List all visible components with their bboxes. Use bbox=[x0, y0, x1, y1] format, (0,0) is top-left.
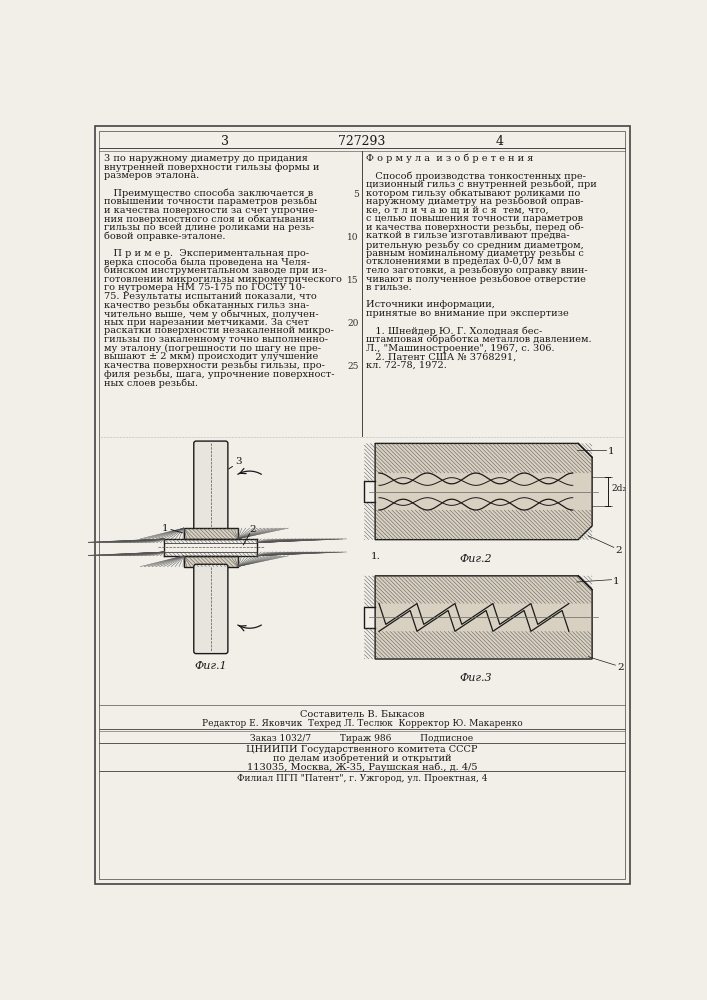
Text: Ф о р м у л а  и з о б р е т е н и я: Ф о р м у л а и з о б р е т е н и я bbox=[366, 154, 533, 163]
Text: штамповая обработка металлов давлением.: штамповая обработка металлов давлением. bbox=[366, 335, 592, 344]
Polygon shape bbox=[375, 576, 592, 659]
Text: 4: 4 bbox=[495, 135, 503, 148]
Text: 113035, Москва, Ж-35, Раушская наб., д. 4/5: 113035, Москва, Ж-35, Раушская наб., д. … bbox=[247, 762, 477, 772]
Text: 1: 1 bbox=[607, 447, 614, 456]
Text: ке, о т л и ч а ю щ и й с я  тем, что,: ке, о т л и ч а ю щ и й с я тем, что, bbox=[366, 206, 549, 215]
Text: 20: 20 bbox=[347, 319, 359, 328]
Text: Составитель В. Быкасов: Составитель В. Быкасов bbox=[300, 710, 424, 719]
Text: чительно выше, чем у обычных, получен-: чительно выше, чем у обычных, получен- bbox=[104, 309, 318, 319]
Text: 75. Результаты испытаний показали, что: 75. Результаты испытаний показали, что bbox=[104, 292, 317, 301]
Text: 2: 2 bbox=[615, 546, 622, 555]
Text: П р и м е р.  Экспериментальная про-: П р и м е р. Экспериментальная про- bbox=[104, 249, 309, 258]
Text: 10: 10 bbox=[347, 233, 359, 242]
Polygon shape bbox=[375, 443, 592, 540]
Text: принятые во внимание при экспертизе: принятые во внимание при экспертизе bbox=[366, 309, 568, 318]
Text: Источники информации,: Источники информации, bbox=[366, 300, 495, 309]
Text: и качества поверхности за счет упрочне-: и качества поверхности за счет упрочне- bbox=[104, 206, 317, 215]
Text: повышении точности параметров резьбы: повышении точности параметров резьбы bbox=[104, 197, 317, 207]
Text: 2: 2 bbox=[250, 525, 256, 534]
Text: ЦНИИПИ Государственного комитета СССР: ЦНИИПИ Государственного комитета СССР bbox=[246, 745, 478, 754]
Text: 3: 3 bbox=[221, 135, 229, 148]
Text: филя резьбы, шага, упрочнение поверхност-: филя резьбы, шага, упрочнение поверхност… bbox=[104, 369, 334, 379]
Text: бовой оправке-эталоне.: бовой оправке-эталоне. bbox=[104, 231, 226, 241]
Text: 5: 5 bbox=[353, 190, 359, 199]
Text: 2d₂: 2d₂ bbox=[612, 484, 626, 493]
Text: рительную резьбу со средним диаметром,: рительную резьбу со средним диаметром, bbox=[366, 240, 583, 250]
FancyBboxPatch shape bbox=[194, 564, 228, 654]
Text: ных при нарезании метчиками. За счет: ных при нарезании метчиками. За счет bbox=[104, 318, 309, 327]
Text: тело заготовки, а резьбовую оправку ввин-: тело заготовки, а резьбовую оправку ввин… bbox=[366, 266, 588, 275]
Text: го нутромера НМ 75-175 по ГОСТУ 10-: го нутромера НМ 75-175 по ГОСТУ 10- bbox=[104, 283, 305, 292]
Text: отклонениями в пределах 0-0,07 мм в: отклонениями в пределах 0-0,07 мм в bbox=[366, 257, 561, 266]
Text: ных слоев резьбы.: ных слоев резьбы. bbox=[104, 378, 198, 388]
Text: 1: 1 bbox=[162, 524, 169, 533]
Text: Способ производства тонкостенных пре-: Способ производства тонкостенных пре- bbox=[366, 171, 585, 181]
Text: равным номинальному диаметру резьбы с: равным номинальному диаметру резьбы с bbox=[366, 249, 584, 258]
Text: цизионный гильз с внутренней резьбой, при: цизионный гильз с внутренней резьбой, пр… bbox=[366, 180, 597, 189]
Text: готовлении микрогильзы микрометрического: готовлении микрогильзы микрометрического bbox=[104, 275, 341, 284]
Text: Л., "Машиностроение", 1967, с. 306.: Л., "Машиностроение", 1967, с. 306. bbox=[366, 344, 554, 353]
Text: 1. Шнейдер Ю. Г. Холодная бес-: 1. Шнейдер Ю. Г. Холодная бес- bbox=[366, 326, 542, 336]
Text: 1.: 1. bbox=[371, 552, 381, 561]
Text: раскатки поверхности незакаленной микро-: раскатки поверхности незакаленной микро- bbox=[104, 326, 334, 335]
Text: 2: 2 bbox=[617, 663, 624, 672]
Bar bbox=[184, 528, 238, 539]
Text: гильзы по закаленному точно выполненно-: гильзы по закаленному точно выполненно- bbox=[104, 335, 328, 344]
Text: внутренней поверхности гильзы формы и: внутренней поверхности гильзы формы и bbox=[104, 163, 320, 172]
FancyBboxPatch shape bbox=[194, 441, 228, 530]
Text: в гильзе.: в гильзе. bbox=[366, 283, 411, 292]
Text: 3: 3 bbox=[235, 457, 242, 466]
Text: Фиг.3: Фиг.3 bbox=[460, 673, 492, 683]
Text: 1: 1 bbox=[613, 577, 619, 586]
Text: наружному диаметру на резьбовой оправ-: наружному диаметру на резьбовой оправ- bbox=[366, 197, 583, 207]
Text: Заказ 1032/7          Тираж 986          Подписное: Заказ 1032/7 Тираж 986 Подписное bbox=[250, 734, 474, 743]
Text: вышают ± 2 мкм) происходит улучшение: вышают ± 2 мкм) происходит улучшение bbox=[104, 352, 318, 361]
Text: Редактор Е. Яковчик  Техред Л. Теслюк  Корректор Ю. Макаренко: Редактор Е. Яковчик Техред Л. Теслюк Кор… bbox=[201, 719, 522, 728]
Text: верка способа была проведена на Челя-: верка способа была проведена на Челя- bbox=[104, 257, 310, 267]
Bar bbox=[184, 556, 238, 567]
Text: размеров эталона.: размеров эталона. bbox=[104, 171, 199, 180]
Text: с целью повышения точности параметров: с целью повышения точности параметров bbox=[366, 214, 583, 223]
Text: и качества поверхности резьбы, перед об-: и качества поверхности резьбы, перед об- bbox=[366, 223, 583, 232]
Text: 3 по наружному диаметру до придания: 3 по наружному диаметру до придания bbox=[104, 154, 308, 163]
Text: Фиг.2: Фиг.2 bbox=[460, 554, 492, 564]
Text: 2. Патент США № 3768291,: 2. Патент США № 3768291, bbox=[366, 352, 516, 361]
Text: ния поверхностного слоя и обкатывания: ния поверхностного слоя и обкатывания bbox=[104, 214, 315, 224]
Text: кл. 72-78, 1972.: кл. 72-78, 1972. bbox=[366, 361, 447, 370]
Text: чивают в полученное резьбовое отверстие: чивают в полученное резьбовое отверстие bbox=[366, 275, 585, 284]
Text: 727293: 727293 bbox=[338, 135, 385, 148]
Text: котором гильзу обкатывают роликами по: котором гильзу обкатывают роликами по bbox=[366, 188, 580, 198]
Text: Преимущество способа заключается в: Преимущество способа заключается в bbox=[104, 188, 313, 198]
Text: качество резьбы обкатанных гильз зна-: качество резьбы обкатанных гильз зна- bbox=[104, 300, 309, 310]
Text: гильзы по всей длине роликами на резь-: гильзы по всей длине роликами на резь- bbox=[104, 223, 314, 232]
Text: 15: 15 bbox=[347, 276, 359, 285]
Text: му эталону (погрешности по шагу не пре-: му эталону (погрешности по шагу не пре- bbox=[104, 344, 321, 353]
Text: Филиал ПГП "Патент", г. Ужгород, ул. Проектная, 4: Филиал ПГП "Патент", г. Ужгород, ул. Про… bbox=[237, 774, 487, 783]
Text: Фиг.1: Фиг.1 bbox=[194, 661, 227, 671]
Text: бинском инструментальном заводе при из-: бинском инструментальном заводе при из- bbox=[104, 266, 327, 275]
Text: каткой в гильзе изготавливают предва-: каткой в гильзе изготавливают предва- bbox=[366, 231, 569, 240]
Text: по делам изобретений и открытий: по делам изобретений и открытий bbox=[273, 754, 451, 763]
Text: качества поверхности резьбы гильзы, про-: качества поверхности резьбы гильзы, про- bbox=[104, 361, 325, 370]
Text: 25: 25 bbox=[347, 362, 359, 371]
